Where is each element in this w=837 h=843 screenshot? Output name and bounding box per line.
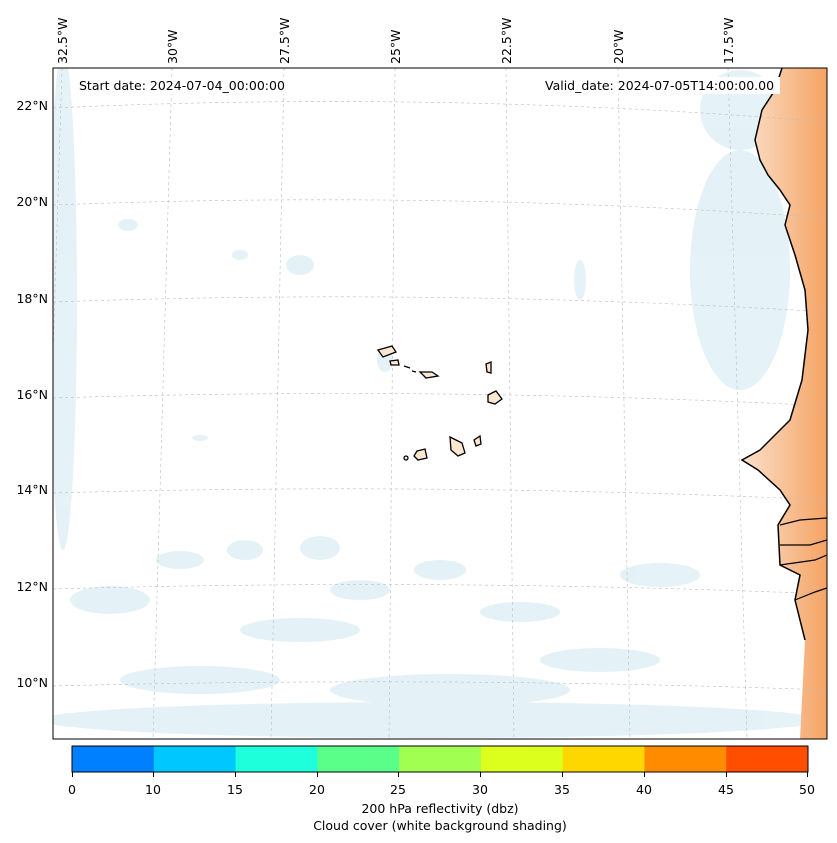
colorbar-frame: [71, 745, 809, 773]
colorbar-segment: [562, 746, 645, 772]
cape-verde-islands: [376, 345, 503, 461]
cb-tick-label: 35: [554, 782, 570, 797]
colorbar-segment: [644, 746, 727, 772]
cb-tick-label: 15: [227, 782, 243, 797]
cb-tickmark: [807, 772, 808, 777]
cb-tick-label: 30: [472, 782, 488, 797]
colorbar-segment: [399, 746, 482, 772]
lon-label-25w: 25°W: [388, 29, 403, 64]
lon-label-17-5w: 17.5°W: [721, 17, 736, 64]
cb-tickmark: [644, 772, 645, 777]
colorbar-segment: [72, 746, 155, 772]
lat-label-16n: 16°N: [16, 387, 48, 402]
lat-label-20n: 20°N: [16, 194, 48, 209]
start-date-label: Start date: 2024-07-04_00:00:00: [73, 77, 291, 94]
colorbar: [72, 746, 809, 772]
cb-tickmark: [398, 772, 399, 777]
lat-label-22n: 22°N: [16, 98, 48, 113]
lon-label-27-5w: 27.5°W: [277, 17, 292, 64]
colorbar-segment: [726, 746, 809, 772]
lon-label-32-5w: 32.5°W: [55, 17, 70, 64]
colorbar-segment: [235, 746, 318, 772]
cb-tick-label: 20: [309, 782, 325, 797]
valid-date-label: Valid_date: 2024-07-05T14:00:00.00: [539, 77, 781, 94]
african-coastline: [740, 68, 809, 641]
lon-label-22-5w: 22.5°W: [499, 17, 514, 64]
lat-label-14n: 14°N: [16, 482, 48, 497]
colorbar-segment: [317, 746, 400, 772]
lat-label-12n: 12°N: [16, 579, 48, 594]
cb-tick-label: 10: [145, 782, 161, 797]
land-shading: [742, 68, 827, 739]
colorbar-segment: [153, 746, 237, 772]
cb-tickmark: [235, 772, 236, 777]
cb-tickmark: [72, 772, 73, 777]
cb-tickmark: [562, 772, 563, 777]
lon-label-20w: 20°W: [611, 29, 626, 64]
colorbar-segment: [480, 746, 564, 772]
cb-tickmark: [726, 772, 727, 777]
lon-label-30w: 30°W: [165, 29, 180, 64]
lat-label-18n: 18°N: [16, 291, 48, 306]
cb-tickmark: [480, 772, 481, 777]
colorbar-label: 200 hPa reflectivity (dbz): [361, 801, 519, 816]
cb-tick-label: 0: [68, 782, 76, 797]
cb-tick-label: 40: [636, 782, 652, 797]
gridlines: [53, 68, 827, 739]
cb-tick-label: 50: [799, 782, 815, 797]
lat-label-10n: 10°N: [16, 675, 48, 690]
map-area[interactable]: [40, 50, 827, 739]
cb-tick-label: 45: [718, 782, 734, 797]
coast-inlet: [779, 517, 827, 601]
colorbar-sublabel: Cloud cover (white background shading): [313, 818, 567, 833]
map-frame: [52, 67, 828, 740]
cb-tickmark: [317, 772, 318, 777]
cb-tick-label: 25: [390, 782, 406, 797]
cloud-cover-shading: [53, 68, 820, 738]
cb-tickmark: [153, 772, 154, 777]
